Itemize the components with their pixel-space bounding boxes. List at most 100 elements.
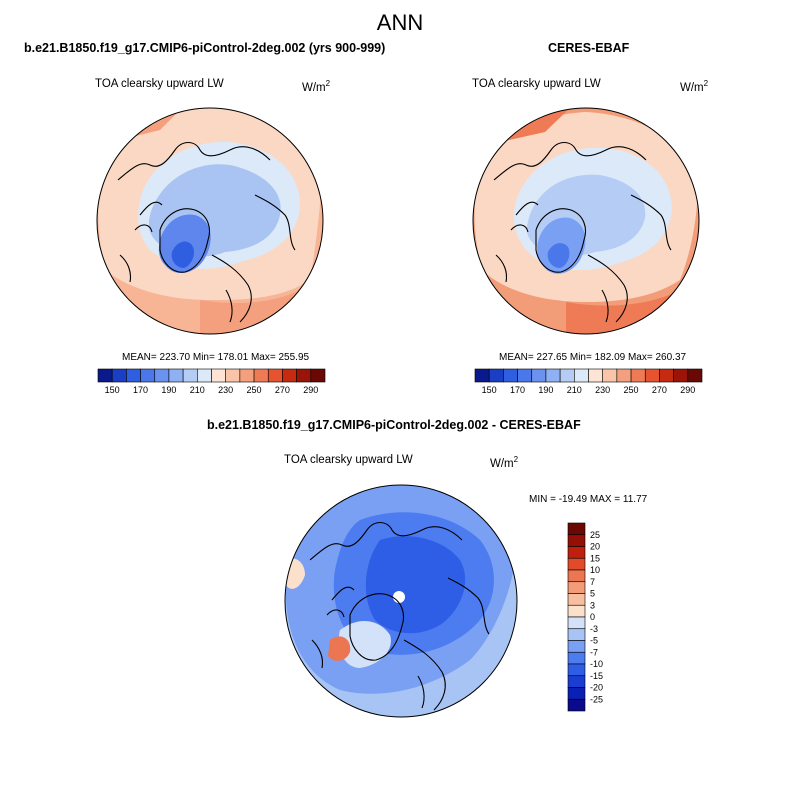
- colorbar-3-tick-label: -15: [590, 671, 603, 681]
- map-3-field-greenland: [338, 620, 391, 668]
- colorbar-3-box: [567, 687, 586, 700]
- map-3-pole-missing: [393, 591, 405, 603]
- panel-1-variable: TOA clearsky upward LW: [95, 78, 224, 90]
- colorbar-2-box: [503, 368, 518, 383]
- colorbar-1-box: [182, 368, 198, 383]
- colorbar-1-tick-label: 290: [303, 385, 318, 395]
- panel-2-units: W/m2: [680, 79, 709, 94]
- colorbar-3-tick-label: -7: [590, 647, 598, 657]
- map-3-field-negcore: [365, 536, 466, 634]
- map-1: [97, 108, 323, 334]
- colorbar-2-box: [673, 368, 689, 383]
- colorbar-3-tick-label: -25: [590, 694, 603, 704]
- colorbar-2-box: [630, 368, 646, 383]
- figure-title: ANN: [376, 10, 424, 35]
- colorbar-3-box: [567, 616, 586, 630]
- colorbar-3-tick-label: 15: [590, 553, 600, 563]
- map-2-greenland-core: [547, 243, 570, 268]
- map-3: [285, 485, 517, 717]
- colorbar-1-box: [253, 368, 269, 383]
- colorbar-3-tick-label: 25: [590, 530, 600, 540]
- colorbar-2-box: [602, 368, 618, 383]
- colorbar-3-box: [567, 546, 586, 559]
- colorbar-2: 150 170 190 210 230 250 270 290: [474, 368, 703, 395]
- colorbar-2-box: [474, 368, 490, 383]
- panel-3-variable: TOA clearsky upward LW: [284, 454, 413, 466]
- map-3-coastlines: [309, 521, 490, 711]
- colorbar-1-tick-label: 150: [105, 385, 120, 395]
- colorbar-1-box: [211, 368, 226, 383]
- colorbar-3-box: [567, 534, 586, 547]
- colorbar-1-tick-label: 230: [218, 385, 233, 395]
- panel-3-title: b.e21.B1850.f19_g17.CMIP6-piControl-2deg…: [207, 418, 581, 432]
- colorbar-2-tick-label: 150: [482, 385, 497, 395]
- map-3-border: [284, 484, 518, 718]
- colorbar-1-box: [154, 368, 170, 383]
- colorbar-1-box: [225, 368, 241, 383]
- colorbar-3-tick-label: 3: [590, 600, 595, 610]
- colorbar-3-tick-label: 10: [590, 565, 600, 575]
- colorbar-2-box: [559, 368, 575, 383]
- colorbar-2-box: [531, 368, 547, 383]
- colorbar-2-tick-label: 250: [624, 385, 639, 395]
- map-1-greenland-core: [171, 241, 195, 268]
- colorbar-2-tick-label: 230: [595, 385, 610, 395]
- colorbar-2-box: [687, 368, 703, 383]
- colorbar-1-box: [140, 368, 156, 383]
- colorbar-1-box: [111, 368, 127, 383]
- colorbar-2-box: [659, 368, 674, 383]
- map-2-border: [472, 107, 700, 335]
- colorbar-1-tick-label: 190: [161, 385, 176, 395]
- panel-3-units: W/m2: [490, 455, 519, 470]
- colorbar-2-box: [616, 368, 632, 383]
- panel-3-stats: MIN = -19.49 MAX = 11.77: [529, 494, 648, 505]
- colorbar-2-tick-label: 170: [510, 385, 525, 395]
- colorbar-3-box: [567, 628, 586, 641]
- colorbar-3-box: [567, 651, 586, 665]
- colorbar-1-box: [267, 368, 283, 383]
- colorbar-1-box: [282, 368, 297, 383]
- colorbar-3-box: [567, 663, 586, 677]
- map-2-coastlines: [493, 141, 672, 323]
- colorbar-3-box: [567, 675, 586, 688]
- colorbar-2-box: [488, 368, 504, 383]
- colorbar-1-box: [296, 368, 312, 383]
- colorbar-2-box: [545, 368, 561, 383]
- colorbar-1-box: [197, 368, 212, 383]
- map-1-coastlines: [117, 141, 296, 323]
- colorbar-3-tick-label: -3: [590, 624, 598, 634]
- colorbar-3-box: [567, 640, 586, 653]
- colorbar-1-box: [239, 368, 255, 383]
- map-2: [473, 108, 699, 334]
- map-3-field-pos: [328, 636, 351, 661]
- colorbar-3-tick-label: 7: [590, 577, 595, 587]
- colorbar-2-tick-label: 190: [538, 385, 553, 395]
- panel-1-title: b.e21.B1850.f19_g17.CMIP6-piControl-2deg…: [24, 41, 386, 55]
- colorbar-2-tick-label: 270: [652, 385, 667, 395]
- colorbar-3-box: [567, 581, 586, 594]
- colorbar-3-tick-label: -5: [590, 636, 598, 646]
- colorbar-3-tick-label: 20: [590, 542, 600, 552]
- colorbar-3-box: [567, 557, 586, 571]
- colorbar-3-box: [567, 569, 586, 583]
- colorbar-1: 150 170 190 210 230 250 270 290: [97, 368, 326, 395]
- panel-2-stats: MEAN= 227.65 Min= 182.09 Max= 260.37: [499, 352, 687, 363]
- colorbar-2-tick-label: 210: [567, 385, 582, 395]
- colorbar-1-tick-label: 250: [247, 385, 262, 395]
- colorbar-1-box: [97, 368, 113, 383]
- colorbar-1-tick-label: 270: [275, 385, 290, 395]
- panel-1-stats: MEAN= 223.70 Min= 178.01 Max= 255.95: [122, 352, 310, 363]
- colorbar-1-box: [310, 368, 326, 383]
- colorbar-2-box: [517, 368, 533, 383]
- colorbar-3-box: [567, 593, 586, 606]
- panel-1-units: W/m2: [302, 79, 331, 94]
- colorbar-2-box: [644, 368, 660, 383]
- colorbar-2-tick-label: 290: [680, 385, 695, 395]
- colorbar-3-box: [567, 698, 586, 712]
- colorbar-2-box: [574, 368, 589, 383]
- panel-2-title: CERES-EBAF: [548, 41, 630, 55]
- colorbar-1-box: [126, 368, 141, 383]
- colorbar-2-box: [588, 368, 603, 383]
